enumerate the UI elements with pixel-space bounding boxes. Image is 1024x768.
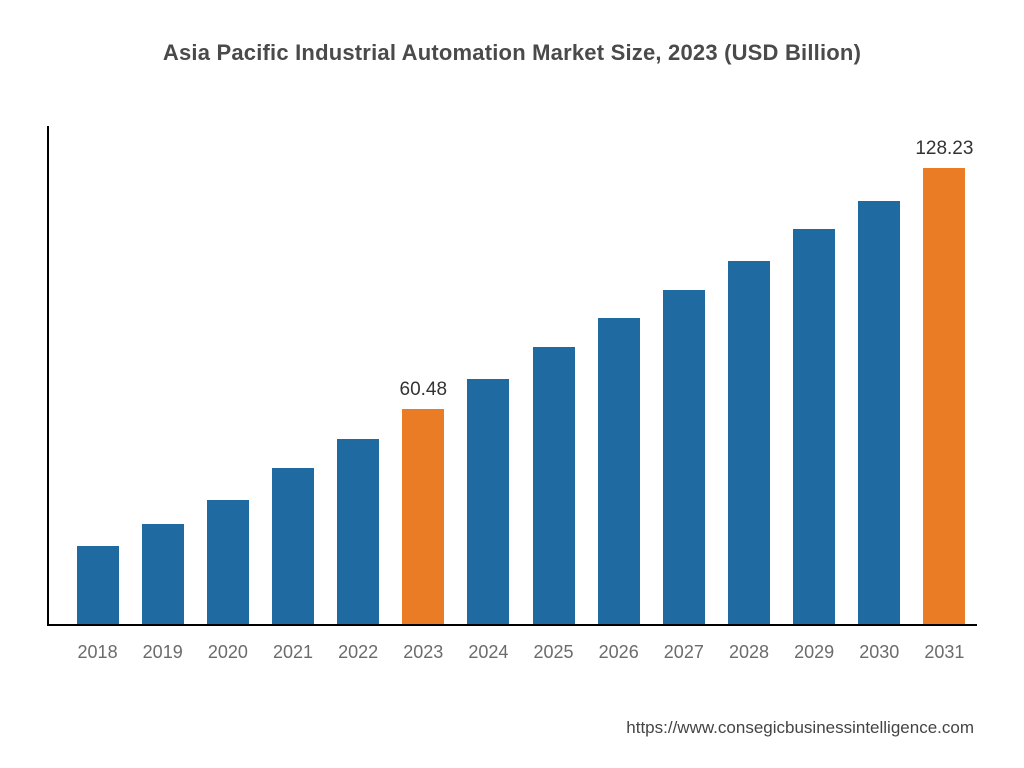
bar — [467, 379, 509, 624]
bar — [793, 229, 835, 624]
bar-column — [793, 229, 835, 624]
bar — [663, 290, 705, 624]
x-axis-label: 2019 — [142, 642, 184, 663]
bar-column — [728, 261, 770, 624]
x-axis-label: 2024 — [467, 642, 509, 663]
bar — [402, 409, 444, 624]
bars-group: 60.48 128.23 — [65, 126, 977, 624]
bar — [207, 500, 249, 625]
bar-value-label: 128.23 — [915, 138, 973, 160]
bar-column — [467, 379, 509, 624]
chart-plot-area: 60.48128.23 2018201920202021202220232024… — [47, 126, 977, 626]
x-axis-labels: 2018 2019 2020 2021 2022 2023 2024 2025 2026 2027… — [65, 642, 977, 663]
bar-column: 60.48 — [402, 409, 444, 624]
x-axis-label: 2028 — [728, 642, 770, 663]
x-axis-label: 2026 — [598, 642, 640, 663]
bar — [272, 468, 314, 625]
chart-title: Asia Pacific Industrial Automation Marke… — [40, 40, 984, 66]
bar-value-label: 60.48 — [400, 379, 448, 401]
bar-column — [207, 500, 249, 625]
x-axis-line — [47, 624, 977, 626]
x-axis-label: 2030 — [858, 642, 900, 663]
source-url: https://www.consegicbusinessintelligence… — [626, 718, 974, 738]
bar-column — [77, 546, 119, 624]
y-axis-line — [47, 126, 49, 626]
bar-column — [142, 524, 184, 624]
bar — [598, 318, 640, 624]
bar — [533, 347, 575, 624]
bar — [728, 261, 770, 624]
bar — [77, 546, 119, 624]
chart-container: Asia Pacific Industrial Automation Marke… — [0, 0, 1024, 768]
bar-column — [533, 347, 575, 624]
bar-column — [337, 439, 379, 624]
bar-column: 128.23 — [923, 168, 965, 624]
bar-column — [272, 468, 314, 625]
x-axis-label: 2022 — [337, 642, 379, 663]
x-axis-label: 2021 — [272, 642, 314, 663]
bar — [923, 168, 965, 624]
bar — [142, 524, 184, 624]
bar-column — [858, 201, 900, 624]
bar-column — [663, 290, 705, 624]
x-axis-label: 2027 — [663, 642, 705, 663]
x-axis-label: 2025 — [533, 642, 575, 663]
x-axis-label: 2031 — [923, 642, 965, 663]
bar — [337, 439, 379, 624]
x-axis-label: 2023 — [402, 642, 444, 663]
bar-column — [598, 318, 640, 624]
bar — [858, 201, 900, 624]
x-axis-label: 2029 — [793, 642, 835, 663]
x-axis-label: 2018 — [77, 642, 119, 663]
x-axis-label: 2020 — [207, 642, 249, 663]
